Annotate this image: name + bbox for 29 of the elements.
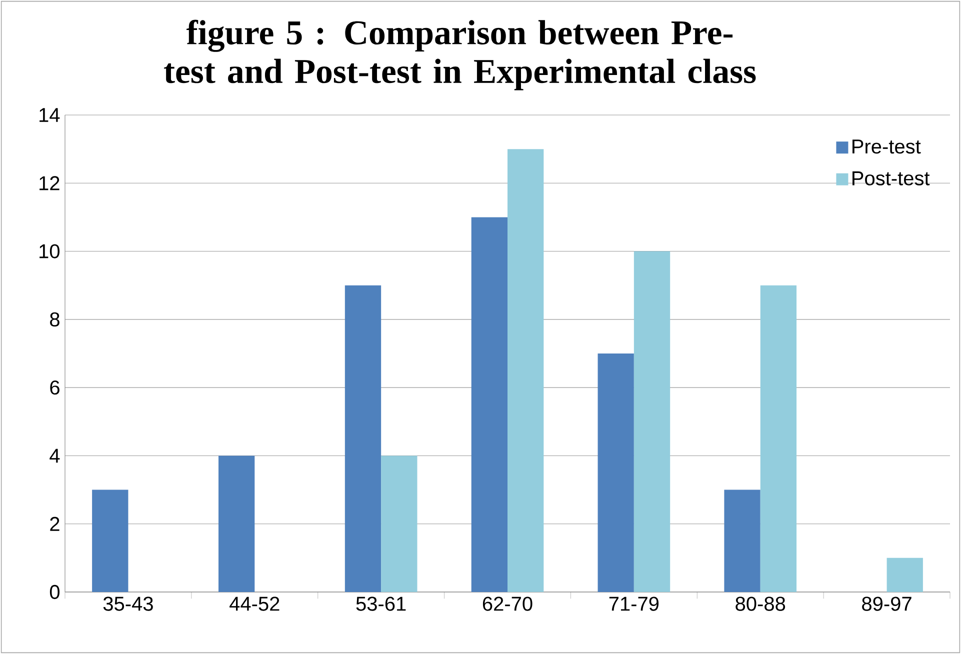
bar — [381, 456, 418, 592]
y-tick-label: 10 — [40, 244, 60, 258]
x-tick-label: 35-43 — [103, 596, 153, 611]
bar — [218, 456, 255, 592]
bar — [344, 285, 382, 592]
y-tick-label: 12 — [40, 176, 60, 190]
x-tick-label: 71-79 — [609, 596, 659, 611]
bar — [508, 149, 544, 592]
y-tick-label: 4 — [50, 448, 60, 463]
y-tick-label: 2 — [50, 516, 60, 531]
y-tick-label: 14 — [40, 108, 60, 122]
x-tick-label: 62-70 — [482, 596, 532, 611]
bar — [598, 354, 634, 592]
bar — [92, 490, 128, 592]
x-tick-label: 80-88 — [736, 596, 786, 611]
chart-title: figure 5 : Comparison between Pre-test and Post-test in Experimental class — [164, 20, 756, 90]
legend-label: Pre-test — [852, 140, 921, 154]
y-tick-label: 6 — [50, 380, 60, 395]
bar — [886, 558, 923, 592]
x-tick-label: 44-52 — [230, 596, 280, 611]
y-tick-label: 8 — [50, 312, 60, 326]
x-tick-label: 89-97 — [862, 596, 912, 611]
bar — [471, 217, 508, 592]
legend-label: Post-test — [852, 171, 930, 186]
x-tick-label: 53-61 — [356, 596, 406, 611]
bar — [634, 251, 670, 592]
bar — [760, 285, 797, 592]
bar — [724, 490, 760, 592]
y-tick-label: 0 — [50, 584, 60, 600]
